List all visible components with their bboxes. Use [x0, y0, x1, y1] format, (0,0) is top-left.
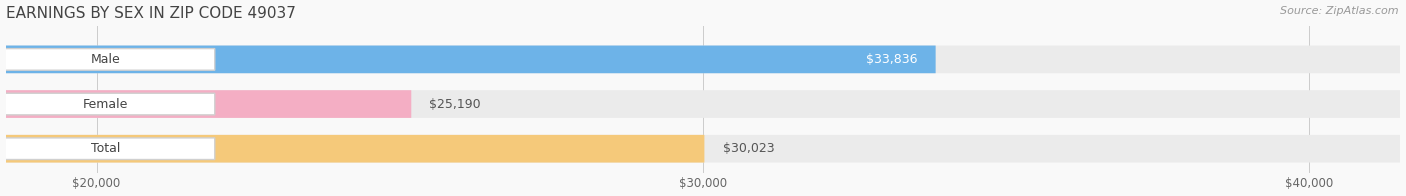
- FancyBboxPatch shape: [6, 90, 1400, 118]
- FancyBboxPatch shape: [0, 49, 215, 70]
- FancyBboxPatch shape: [6, 135, 1400, 162]
- FancyBboxPatch shape: [0, 93, 215, 115]
- Text: Female: Female: [83, 98, 128, 111]
- FancyBboxPatch shape: [6, 90, 412, 118]
- Text: $25,190: $25,190: [429, 98, 481, 111]
- FancyBboxPatch shape: [0, 138, 215, 160]
- Text: Source: ZipAtlas.com: Source: ZipAtlas.com: [1281, 6, 1399, 16]
- FancyBboxPatch shape: [6, 135, 704, 162]
- FancyBboxPatch shape: [6, 45, 935, 73]
- Text: $30,023: $30,023: [723, 142, 775, 155]
- Text: Total: Total: [91, 142, 121, 155]
- Text: EARNINGS BY SEX IN ZIP CODE 49037: EARNINGS BY SEX IN ZIP CODE 49037: [6, 5, 295, 21]
- Text: Male: Male: [91, 53, 121, 66]
- Text: $33,836: $33,836: [866, 53, 918, 66]
- FancyBboxPatch shape: [6, 45, 1400, 73]
